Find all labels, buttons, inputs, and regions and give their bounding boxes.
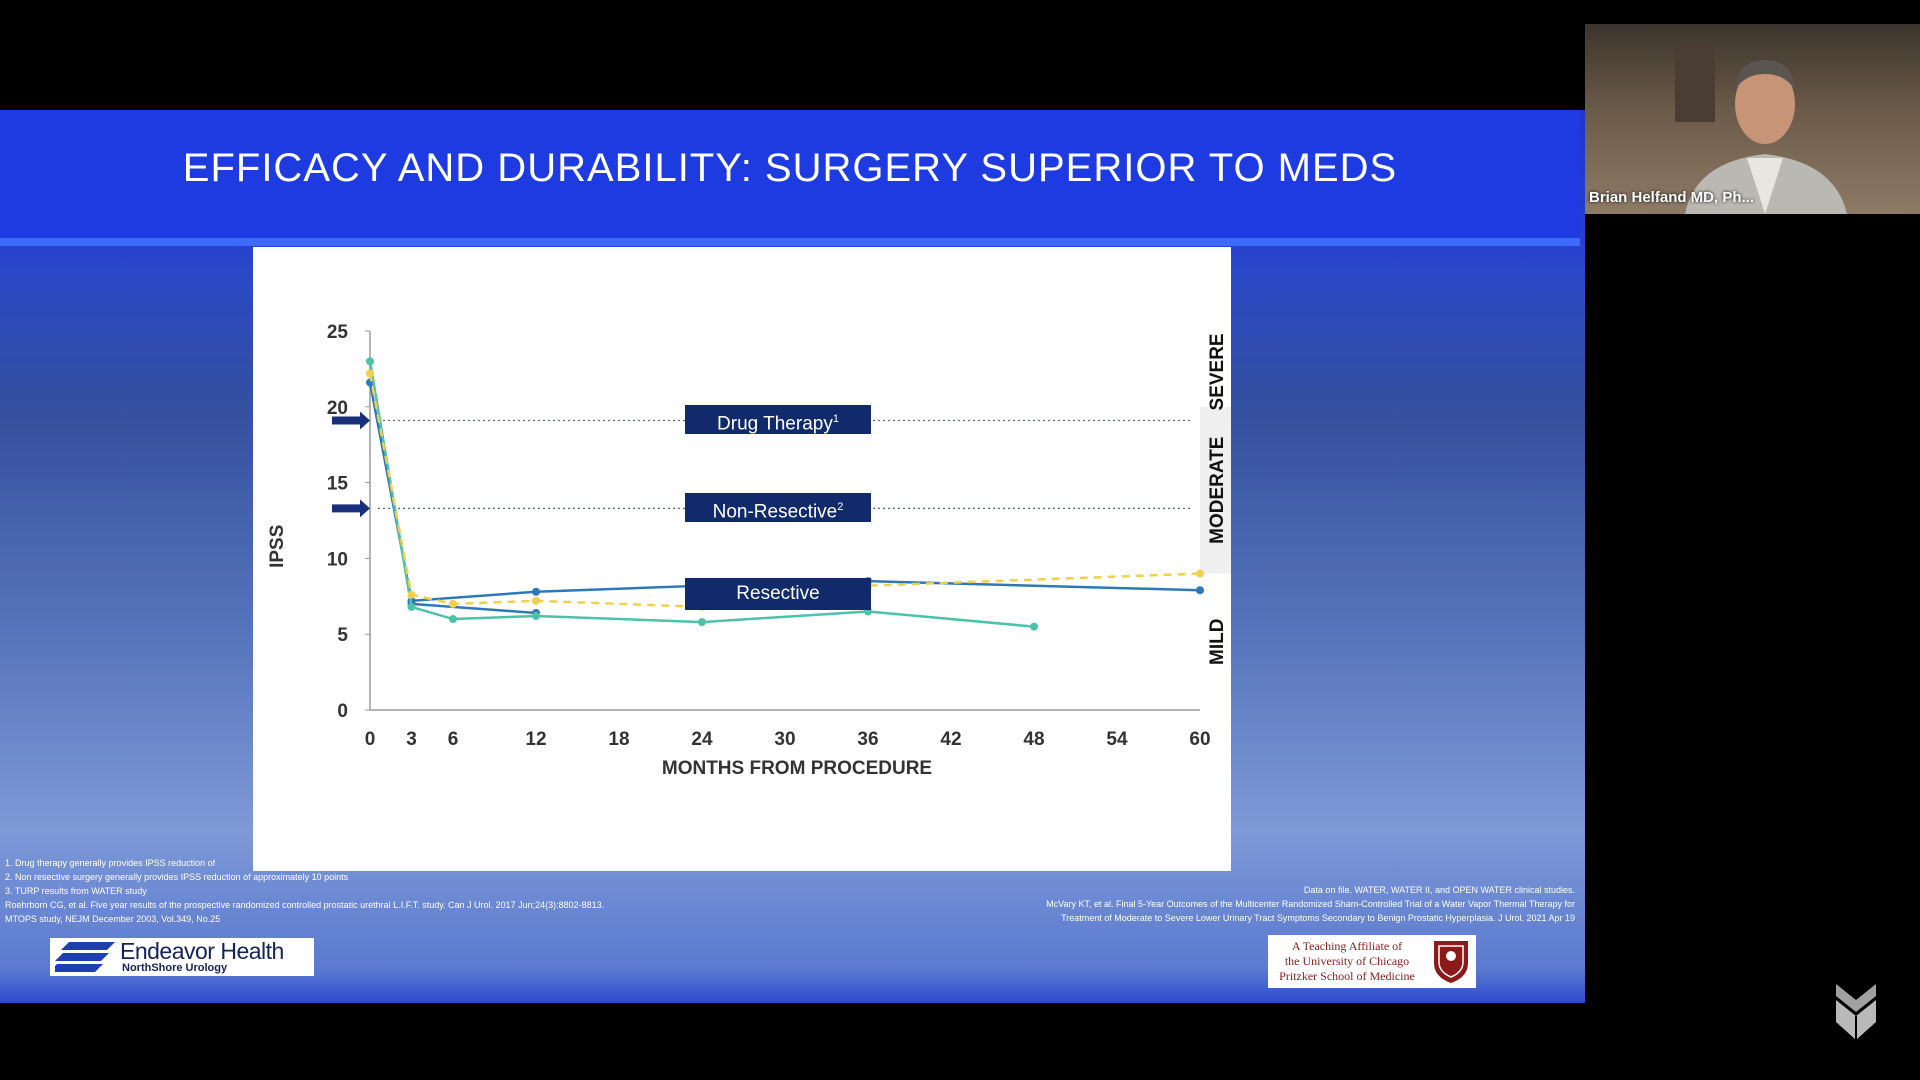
y-axis-label: IPSS [267,525,288,568]
uchicago-text: A Teaching Affiliate of the University o… [1272,939,1422,984]
series-point [366,369,374,378]
series-point [366,357,374,366]
presenter-name: Brian Helfand MD, Ph... [1589,189,1755,206]
non-resective-sup: 2 [837,501,844,514]
x-tick-label: 24 [691,729,713,750]
series-point [1196,569,1204,578]
footnote-line: Treatment of Moderate to Severe Lower Ur… [1061,913,1575,923]
platform-logo-icon [1836,984,1876,1040]
reference-arrow-icon [332,499,370,518]
footnote-line: Roehrborn CG, et al. Five year results o… [5,900,605,910]
y-tick-label: 0 [337,701,348,722]
footnotes-left: 1. Drug therapy generally provides IPSS … [5,856,745,926]
x-tick-label: 60 [1189,729,1210,750]
endeavor-stripes-icon [55,942,115,972]
drug-therapy-sup: 1 [832,413,839,426]
series-point [449,615,457,624]
uchicago-line: the University of Chicago [1284,954,1410,968]
series-point [407,590,416,599]
severity-label: SEVERE [1207,333,1228,410]
resective-label: Resective [685,577,871,610]
moderate-band-shade [1200,406,1231,574]
resective-text: Resective [736,582,820,604]
footnote-line: 1. Drug therapy generally provides IPSS … [5,858,216,868]
reference-arrow-icon [332,411,370,430]
footnote-line: MTOPS study, NEJM December 2003, Vol.349… [5,914,221,924]
endeavor-health-logo: Endeavor Health NorthShore Urology [50,938,314,976]
x-tick-label: 42 [940,729,961,750]
x-tick-label: 54 [1106,729,1128,750]
series-point [1030,622,1038,631]
series-point [698,618,706,627]
presenter-video-icon [1675,42,1847,214]
series-point [1196,586,1204,595]
non-resective-label: Non-Resective2 [685,493,871,523]
severity-label: MILD [1207,619,1228,665]
y-tick-label: 25 [327,322,349,343]
series-point [532,596,540,605]
y-tick-label: 15 [327,474,349,495]
title-band: EFFICACY AND DURABILITY: SURGERY SUPERIO… [0,110,1580,246]
uchicago-affiliate-logo: A Teaching Affiliate of the University o… [1268,935,1476,988]
x-tick-label: 18 [608,729,629,750]
chart-panel: 0 5 10 15 20 25 0 3 6 12 18 24 30 36 42 48 54 60 MONTHS FR… [253,247,1231,871]
slide-title: EFFICACY AND DURABILITY: SURGERY SUPERIO… [182,146,1398,190]
title-underline [0,238,1580,246]
footnote-line: Data on file. WATER, WATER II, and OPEN … [1303,885,1575,895]
x-tick-label: 30 [774,729,795,750]
x-tick-label: 3 [406,729,417,750]
series-point [532,612,540,621]
x-tick-label: 48 [1023,729,1044,750]
drug-therapy-label: Drug Therapy1 [685,405,871,435]
endeavor-sub: NorthShore Urology [122,962,228,974]
series-line [411,602,537,615]
y-tick-label: 20 [327,398,348,419]
series-point [532,587,540,596]
x-tick-label: 12 [525,729,546,750]
x-tick-label: 6 [448,729,459,750]
footnote-line: McVary KT, et al. Final 5-Year Outcomes … [1046,899,1575,909]
non-resective-text: Non-Resective [712,501,838,523]
uchicago-seal-icon [1434,941,1468,983]
severity-label: MODERATE [1207,437,1228,544]
y-tick-label: 5 [337,625,348,646]
presentation-slide: EFFICACY AND DURABILITY: SURGERY SUPERIO… [0,110,1585,1003]
series-point [407,602,416,611]
endeavor-name: Endeavor Health [120,938,284,964]
y-tick-label: 10 [327,549,348,570]
x-tick-label: 0 [365,729,376,750]
uchicago-line: A Teaching Affiliate of [1291,939,1403,953]
footnote-line: 2. Non resective surgery generally provi… [5,872,349,882]
footnote-line: 3. TURP results from WATER study [5,886,147,896]
uchicago-line: Pritzker School of Medicine [1279,969,1415,983]
presenter-webcam: Brian Helfand MD, Ph... [1585,24,1920,214]
series-point [449,599,457,608]
drug-therapy-text: Drug Therapy [717,413,833,435]
x-axis-label: MONTHS FROM PROCEDURE [662,758,932,779]
x-tick-label: 36 [857,729,878,750]
footnotes-right: Data on file. WATER, WATER II, and OPEN … [855,883,1575,925]
